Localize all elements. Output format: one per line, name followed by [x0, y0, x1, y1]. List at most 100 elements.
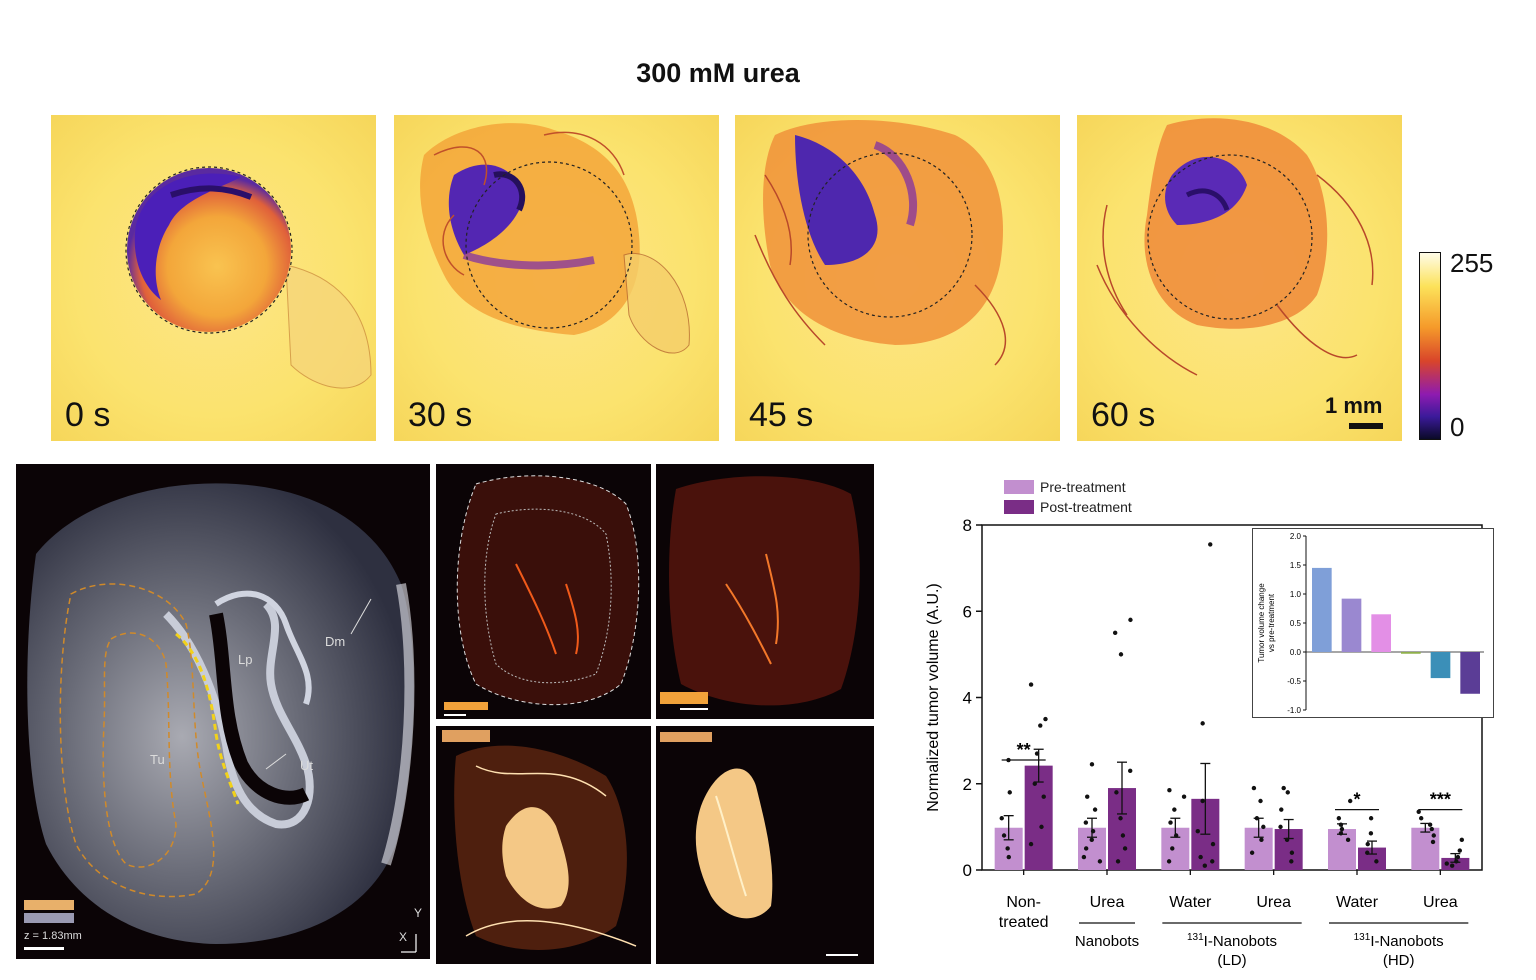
legend-label-pre: Pre-treatment [1040, 479, 1126, 495]
scale-bar-label: 1 mm [1325, 393, 1383, 418]
inset-y-axis-label: Tumor volume change [1257, 583, 1266, 663]
data-point [1368, 831, 1374, 836]
timelapse-panel-60s: 60 s 1 mm [1077, 115, 1402, 441]
timelapse-label: 45 s [749, 396, 814, 434]
data-point [1112, 630, 1118, 636]
data-point [1368, 816, 1374, 821]
data-point [1001, 833, 1007, 838]
data-point [1115, 859, 1121, 864]
y-tick-label: 6 [963, 602, 972, 621]
post-treatment-bar [1441, 857, 1470, 870]
data-point [999, 816, 1004, 821]
inset-bar [1401, 652, 1421, 654]
x-category-label: Water [1336, 894, 1379, 911]
data-point [1289, 859, 1294, 864]
timelapse-panel-45s: 45 s [735, 115, 1060, 441]
legend-swatch-pre [1004, 480, 1034, 494]
x-category-label: treated [999, 914, 1049, 931]
colorbar-max-label: 255 [1450, 248, 1494, 278]
inset-bar [1312, 567, 1332, 652]
treatment-sublabel: (HD) [1383, 952, 1415, 969]
data-point [1455, 854, 1461, 860]
label-tu: Tu [150, 752, 165, 767]
pre-treatment-bar [1328, 829, 1356, 870]
data-point [1278, 824, 1283, 830]
timelapse-panel-30s: 30 s [394, 115, 719, 441]
data-point [1279, 807, 1284, 812]
brain-scale-bar [24, 947, 64, 950]
colorbar [1419, 252, 1441, 440]
data-point [1043, 716, 1048, 722]
significance-marker: * [1353, 790, 1360, 810]
data-point [1007, 790, 1012, 795]
colorbar-min-label: 0 [1450, 412, 1465, 442]
data-point [1285, 790, 1290, 795]
data-point [1457, 848, 1462, 853]
data-point [1172, 807, 1177, 812]
data-point [1006, 854, 1011, 860]
data-point [1444, 861, 1449, 866]
data-point [1430, 839, 1436, 845]
figure-title: 300 mM urea [636, 58, 800, 88]
x-category-label: Water [1169, 894, 1212, 911]
inset-y-tick-label: -0.5 [1287, 677, 1301, 686]
data-point [1210, 841, 1216, 847]
data-point [1081, 854, 1087, 860]
data-point [1041, 794, 1046, 799]
fluorescence-panel-bottom-left [436, 726, 651, 964]
inset-y-tick-label: 1.0 [1290, 590, 1302, 599]
data-point [1085, 794, 1090, 799]
data-point [1089, 837, 1094, 843]
label-ut: Ut [300, 758, 313, 773]
inset-bar [1430, 652, 1451, 679]
significance-marker: *** [1430, 790, 1451, 810]
data-point [1034, 751, 1040, 756]
data-point [1336, 816, 1342, 821]
data-point [1249, 850, 1255, 855]
data-point [1038, 723, 1043, 728]
inset-bar [1341, 598, 1362, 652]
data-point [1427, 822, 1433, 827]
data-point [1200, 798, 1205, 804]
data-point [1168, 820, 1173, 825]
inset-y-tick-label: 0.0 [1290, 648, 1302, 657]
inset-y-tick-label: 0.5 [1290, 619, 1302, 628]
y-tick-label: 8 [963, 516, 972, 535]
timelapse-label: 60 s [1091, 396, 1156, 434]
data-point [1284, 837, 1290, 843]
timelapse-label: 30 s [408, 396, 473, 434]
data-point [1254, 816, 1260, 821]
data-point [1128, 768, 1133, 774]
data-point [1005, 846, 1010, 851]
data-point [1345, 837, 1351, 843]
x-category-label: Urea [1423, 894, 1458, 911]
data-point [1200, 721, 1205, 726]
data-point [1195, 828, 1200, 834]
treatment-label: 131I-Nanobots [1187, 932, 1277, 950]
data-point [1374, 859, 1379, 864]
data-point [1166, 859, 1172, 864]
data-point [1170, 846, 1175, 851]
data-point [1418, 816, 1424, 821]
inset-volume-change-chart: 2.0 1.5 1.0 0.5 0.0 -0.5 -1.0 Tumor volume chan… [1252, 528, 1494, 718]
legend-swatch-post [1004, 500, 1034, 514]
axis-y-label: Y [414, 906, 423, 920]
data-point [1167, 788, 1172, 793]
x-category-label: Urea [1090, 894, 1125, 911]
data-point [1097, 859, 1103, 864]
fluorescence-panel-bottom-right [656, 726, 874, 964]
scale-bar [1349, 423, 1383, 429]
timelapse-label: 0 s [65, 396, 111, 434]
x-category-label: Non- [1006, 894, 1041, 911]
inset-bar [1460, 652, 1480, 694]
data-point [1118, 652, 1124, 657]
data-point [1429, 826, 1434, 832]
data-point [1039, 824, 1044, 830]
data-point [1210, 859, 1215, 864]
data-point [1261, 824, 1266, 830]
inset-bar [1371, 614, 1391, 652]
x-category-label: Urea [1256, 894, 1291, 911]
treatment-label: Nanobots [1075, 933, 1139, 950]
z-depth-label: z = 1.83mm [24, 930, 82, 942]
legend-label-post: Post-treatment [1040, 499, 1132, 515]
